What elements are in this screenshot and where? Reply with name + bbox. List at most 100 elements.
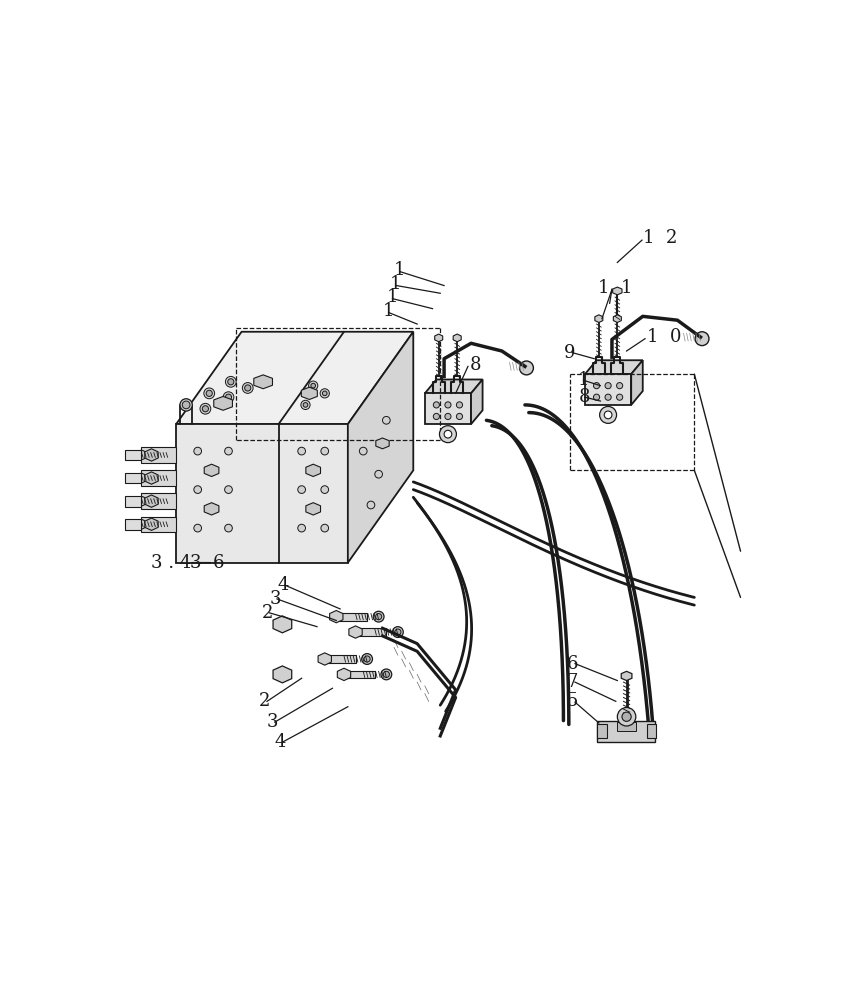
Polygon shape	[205, 464, 219, 477]
Circle shape	[433, 402, 439, 408]
Text: 1: 1	[386, 288, 398, 306]
Text: 7: 7	[567, 673, 578, 691]
Circle shape	[277, 620, 287, 629]
Bar	[646, 724, 656, 738]
Polygon shape	[614, 315, 621, 323]
Circle shape	[206, 390, 212, 396]
Circle shape	[148, 452, 155, 458]
Circle shape	[605, 383, 611, 389]
Text: 1  2: 1 2	[643, 229, 677, 247]
Polygon shape	[613, 287, 622, 295]
Text: 1: 1	[577, 371, 589, 389]
Circle shape	[303, 403, 308, 407]
Polygon shape	[145, 495, 158, 507]
Polygon shape	[595, 315, 603, 323]
Circle shape	[259, 377, 268, 386]
Polygon shape	[301, 387, 318, 400]
Text: 3 . 4: 3 . 4	[152, 554, 192, 572]
Circle shape	[320, 389, 330, 398]
Polygon shape	[145, 449, 158, 461]
Polygon shape	[376, 438, 389, 449]
Circle shape	[204, 388, 215, 399]
Circle shape	[616, 394, 622, 400]
Polygon shape	[349, 626, 362, 638]
Polygon shape	[330, 610, 343, 623]
Circle shape	[137, 520, 146, 529]
Polygon shape	[621, 671, 632, 681]
Bar	[617, 722, 636, 731]
Circle shape	[604, 411, 612, 419]
Circle shape	[137, 497, 146, 506]
Circle shape	[245, 385, 251, 391]
Circle shape	[180, 399, 193, 411]
Circle shape	[383, 416, 390, 424]
Text: 1: 1	[383, 302, 394, 320]
Bar	[355, 628, 386, 636]
Circle shape	[373, 611, 384, 622]
Bar	[344, 671, 375, 678]
Polygon shape	[471, 379, 483, 424]
Circle shape	[444, 430, 452, 438]
Polygon shape	[425, 379, 483, 393]
Circle shape	[364, 656, 370, 662]
Text: 8: 8	[579, 388, 591, 406]
Bar	[124, 473, 141, 483]
Circle shape	[311, 383, 316, 388]
Circle shape	[225, 376, 236, 387]
Text: 2: 2	[259, 692, 270, 710]
Circle shape	[600, 406, 616, 423]
Polygon shape	[585, 360, 643, 374]
Text: 4: 4	[275, 733, 286, 751]
Circle shape	[202, 406, 209, 412]
Circle shape	[298, 486, 306, 493]
Circle shape	[218, 399, 228, 408]
Circle shape	[695, 332, 709, 346]
Circle shape	[228, 379, 234, 385]
Bar	[124, 496, 141, 507]
Polygon shape	[631, 360, 643, 405]
Circle shape	[242, 383, 253, 393]
Polygon shape	[585, 374, 631, 405]
Bar	[597, 724, 607, 738]
Circle shape	[375, 470, 383, 478]
Circle shape	[308, 381, 318, 390]
Circle shape	[137, 450, 146, 460]
Bar	[336, 613, 367, 620]
Circle shape	[520, 361, 533, 375]
Circle shape	[323, 391, 327, 396]
Polygon shape	[145, 472, 158, 484]
Circle shape	[193, 524, 201, 532]
Polygon shape	[145, 518, 158, 530]
Text: 1: 1	[394, 261, 406, 279]
Circle shape	[321, 486, 329, 493]
Circle shape	[224, 486, 232, 493]
Circle shape	[445, 413, 451, 420]
Bar	[141, 470, 176, 486]
Text: 4: 4	[277, 576, 288, 594]
Circle shape	[445, 402, 451, 408]
Circle shape	[439, 426, 456, 443]
Text: 5: 5	[567, 692, 578, 710]
Polygon shape	[318, 653, 331, 665]
Circle shape	[367, 501, 375, 509]
Text: 2: 2	[262, 604, 273, 622]
Circle shape	[605, 394, 611, 400]
Polygon shape	[176, 332, 413, 424]
Circle shape	[383, 671, 389, 677]
Circle shape	[616, 383, 622, 389]
Bar	[124, 450, 141, 460]
Bar	[141, 517, 176, 532]
Polygon shape	[453, 334, 461, 342]
Polygon shape	[273, 616, 292, 633]
Circle shape	[137, 473, 146, 483]
Bar	[124, 519, 141, 530]
Circle shape	[381, 669, 392, 680]
Circle shape	[433, 413, 439, 420]
Circle shape	[182, 401, 190, 409]
Text: 3  6: 3 6	[190, 554, 224, 572]
Circle shape	[321, 447, 329, 455]
Circle shape	[360, 447, 367, 455]
Circle shape	[622, 712, 631, 721]
Circle shape	[200, 403, 211, 414]
Bar	[324, 655, 355, 663]
